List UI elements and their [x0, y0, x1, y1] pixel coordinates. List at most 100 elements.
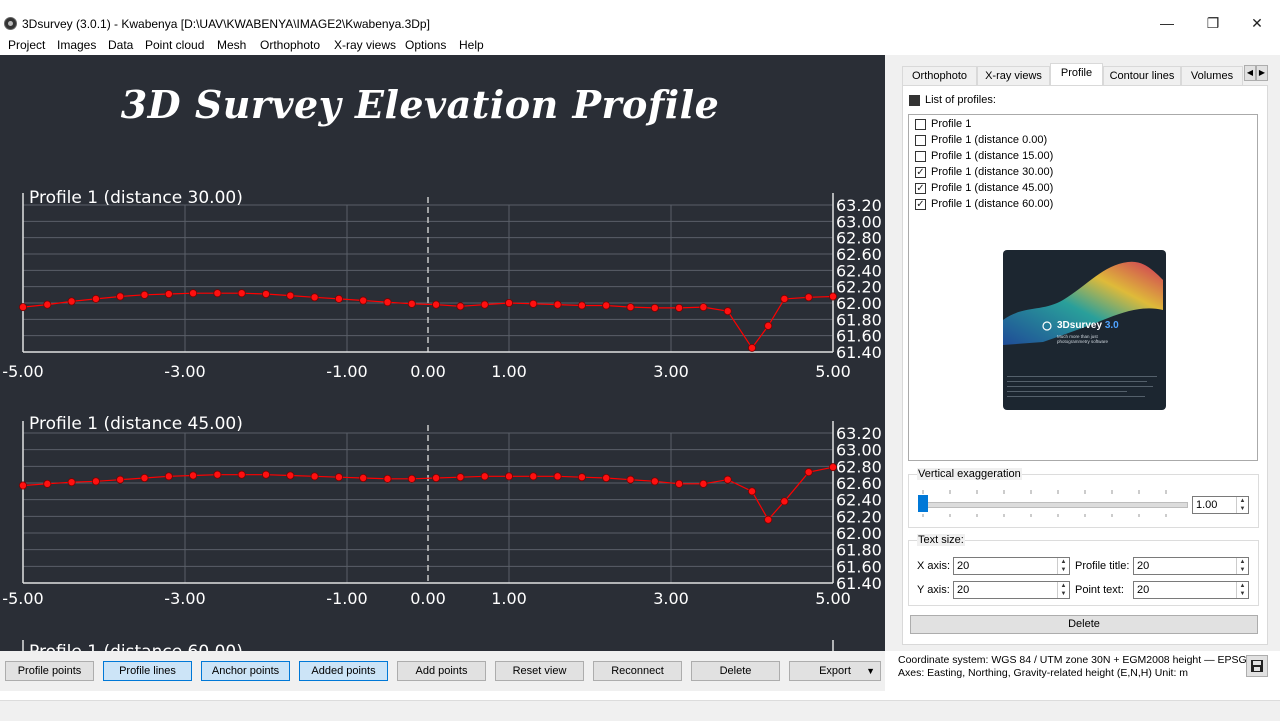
anchor-points-button[interactable]: Anchor points	[201, 661, 290, 681]
tab-scroll-right-icon[interactable]: ▶	[1256, 65, 1268, 81]
profile-point	[43, 479, 52, 488]
spin-arrows-icon[interactable]: ▲ ▼	[1236, 582, 1248, 598]
profile-point	[723, 475, 732, 484]
x-tick-label: 0.00	[410, 589, 446, 608]
menu-point-cloud[interactable]: Point cloud	[145, 38, 205, 52]
export-button[interactable]: Export ▼	[789, 661, 881, 681]
profile-point	[43, 300, 52, 309]
profile-point	[383, 474, 392, 483]
profile-lines-button[interactable]: Profile lines	[103, 661, 192, 681]
text-size-group	[908, 540, 1259, 606]
list-item[interactable]: Profile 1 (distance 15.00)	[931, 150, 1054, 162]
status-bar	[0, 700, 1280, 721]
menu-orthophoto[interactable]: Orthophoto	[260, 38, 321, 52]
profile-point	[310, 472, 319, 481]
profile-point	[780, 294, 789, 303]
tab-scroll-left-icon[interactable]: ◀	[1244, 65, 1256, 81]
floppy-disk-icon	[1251, 660, 1263, 672]
reconnect-button[interactable]: Reconnect	[593, 661, 682, 681]
y-tick-label: 62.00	[836, 294, 882, 313]
x-axis-size-value: 20	[957, 560, 970, 572]
profile-point	[804, 293, 813, 302]
list-item[interactable]: Profile 1 (distance 45.00)	[931, 182, 1054, 194]
menu-mesh[interactable]: Mesh	[217, 38, 247, 52]
axes-info-text: Axes: Easting, Northing, Gravity-related…	[898, 667, 1189, 679]
profile-checkbox[interactable]	[915, 119, 926, 130]
list-item[interactable]: Profile 1	[931, 118, 972, 130]
list-item[interactable]: Profile 1 (distance 0.00)	[931, 134, 1048, 146]
menu-data[interactable]: Data	[108, 38, 134, 52]
y-tick-label: 61.40	[836, 574, 882, 593]
profile-viewport[interactable]: 3D Survey Elevation Profile 63.20 63.00 62…	[0, 55, 885, 651]
spin-arrows-icon[interactable]: ▲ ▼	[1236, 497, 1248, 513]
profile-title-size-spinbox[interactable]: 20 ▲ ▼	[1133, 557, 1249, 575]
profile-checkbox-checked[interactable]: ✓	[915, 183, 926, 194]
profile-checkbox-checked[interactable]: ✓	[915, 167, 926, 178]
y-axis-label: Y axis:	[917, 584, 950, 596]
profile-point	[261, 290, 270, 299]
y-tick-label: 61.40	[836, 343, 882, 362]
plot-title-partial: Profile 1 (distance 60.00)	[29, 642, 243, 651]
tab-xray-views[interactable]: X-ray views	[977, 66, 1050, 85]
profile-point	[602, 301, 611, 310]
y-tick-label: 61.60	[836, 327, 882, 346]
save-button[interactable]	[1246, 655, 1268, 677]
tab-orthophoto[interactable]: Orthophoto	[902, 66, 977, 85]
menu-xray-views[interactable]: X-ray views	[334, 38, 397, 52]
y-axis-size-value: 20	[957, 584, 970, 596]
point-text-size-spinbox[interactable]: 20 ▲ ▼	[1133, 581, 1249, 599]
tab-profile[interactable]: Profile	[1050, 63, 1103, 85]
menu-options[interactable]: Options	[405, 38, 447, 52]
added-points-button[interactable]: Added points	[299, 661, 388, 681]
profile-point	[529, 299, 538, 308]
profile-point	[213, 289, 222, 298]
y-tick-label: 61.80	[836, 310, 882, 329]
spin-arrows-icon[interactable]: ▲ ▼	[1057, 582, 1069, 598]
profile-point	[650, 477, 659, 486]
list-of-profiles-checkbox[interactable]	[909, 95, 920, 106]
minimize-button[interactable]: —	[1160, 15, 1174, 31]
profile-point	[480, 472, 489, 481]
profile-title-label: Profile title:	[1075, 560, 1130, 572]
vertical-exaggeration-slider-handle[interactable]	[918, 495, 928, 512]
splash-divider	[1007, 391, 1127, 392]
profile-point	[334, 473, 343, 482]
spin-arrows-icon[interactable]: ▲ ▼	[1236, 558, 1248, 574]
profile-points-button[interactable]: Profile points	[5, 661, 94, 681]
profile-point	[577, 473, 586, 482]
profile-point	[675, 479, 684, 488]
delete-profile-button[interactable]: Delete	[910, 615, 1258, 634]
export-label: Export	[819, 665, 851, 677]
splash-divider	[1007, 386, 1153, 387]
tab-contour-lines[interactable]: Contour lines	[1103, 66, 1181, 85]
delete-button[interactable]: Delete	[691, 661, 780, 681]
profile-point	[456, 302, 465, 311]
maximize-button[interactable]: ❐	[1206, 15, 1220, 31]
plot-title: Profile 1 (distance 45.00)	[29, 414, 243, 434]
profile-checkbox[interactable]	[915, 151, 926, 162]
bottom-toolbar: Profile points Profile lines Anchor poin…	[0, 651, 885, 691]
menu-help[interactable]: Help	[459, 38, 484, 52]
spin-arrows-icon[interactable]: ▲ ▼	[1057, 558, 1069, 574]
tab-volumes[interactable]: Volumes	[1181, 66, 1243, 85]
profile-point	[116, 475, 125, 484]
profile-point	[699, 303, 708, 312]
list-item[interactable]: Profile 1 (distance 30.00)	[931, 166, 1054, 178]
menu-project[interactable]: Project	[8, 38, 46, 52]
x-tick-label: 0.00	[410, 362, 446, 381]
y-tick-label: 63.20	[836, 196, 882, 215]
chevron-down-icon[interactable]: ▼	[866, 666, 875, 676]
profile-point	[602, 473, 611, 482]
profile-checkbox-checked[interactable]: ✓	[915, 199, 926, 210]
profile-checkbox[interactable]	[915, 135, 926, 146]
list-item[interactable]: Profile 1 (distance 60.00)	[931, 198, 1054, 210]
y-axis-size-spinbox[interactable]: 20 ▲ ▼	[953, 581, 1070, 599]
x-axis-size-spinbox[interactable]: 20 ▲ ▼	[953, 557, 1070, 575]
add-points-button[interactable]: Add points	[397, 661, 486, 681]
menu-images[interactable]: Images	[57, 38, 97, 52]
vertical-exaggeration-spinbox[interactable]: 1.00 ▲ ▼	[1192, 496, 1249, 514]
close-button[interactable]: ✕	[1251, 15, 1263, 31]
reset-view-button[interactable]: Reset view	[495, 661, 584, 681]
profile-point	[650, 303, 659, 312]
splash-divider	[1007, 381, 1147, 382]
